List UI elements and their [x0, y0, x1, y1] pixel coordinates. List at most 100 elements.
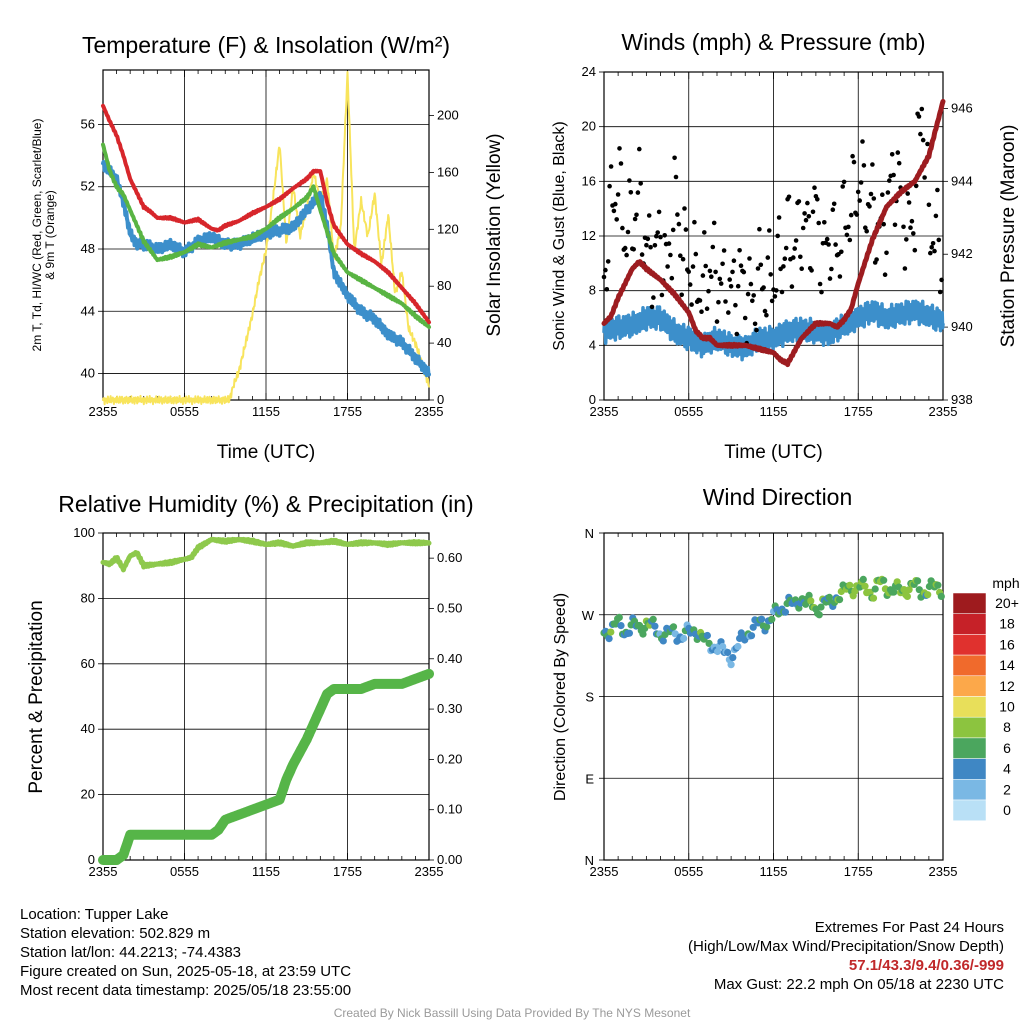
humidity-y-tick-label: 20	[81, 787, 95, 802]
gust-point	[618, 161, 624, 166]
direction-point	[802, 600, 810, 608]
gust-point	[848, 212, 854, 218]
direction-y-axis: N E S W N	[582, 526, 943, 868]
gust-point	[620, 225, 625, 231]
gust-point	[789, 284, 795, 289]
humidity-panel: 2355 0555 1155 1755 23550204060801000.000.10…	[26, 491, 474, 879]
gust-point	[769, 298, 775, 304]
gust-point	[819, 289, 824, 295]
gust-point	[639, 252, 645, 257]
gust-point	[613, 201, 618, 207]
gust-point	[912, 247, 918, 253]
gust-point	[605, 259, 611, 264]
humidity-y-axis-right: 0.00 0.10 0.20 0.30 0.40 0.50 0.60	[429, 550, 462, 867]
direction-point	[749, 623, 757, 631]
gust-point	[844, 232, 850, 238]
colorbar-swatch	[952, 592, 987, 614]
gust-point	[905, 191, 910, 196]
gust-point	[768, 272, 773, 277]
direction-point	[924, 591, 932, 599]
gust-point	[751, 293, 756, 298]
gust-point	[733, 302, 738, 308]
gust-point	[841, 179, 847, 185]
gust-point	[909, 218, 915, 224]
direction-point	[859, 575, 867, 584]
gust-point	[673, 174, 679, 180]
humidity-x-tick-label: 2355	[89, 864, 118, 879]
direction-title: Wind Direction	[703, 484, 853, 510]
gust-point	[645, 236, 651, 242]
humidity-ylabel-left: Percent & Precipitation	[26, 600, 47, 793]
gust-point	[697, 298, 703, 303]
gust-point	[676, 221, 682, 227]
humidity-y2-tick-label: 0.60	[437, 550, 462, 565]
gust-point	[721, 248, 727, 253]
gust-point	[634, 212, 639, 218]
gust-point	[822, 220, 827, 225]
gust-point	[913, 183, 919, 189]
gust-point	[937, 289, 943, 295]
gust-point	[654, 233, 659, 239]
direction-y-tick-label: W	[582, 608, 595, 623]
direction-point	[758, 615, 766, 623]
gust-point	[713, 269, 718, 275]
gust-point	[922, 175, 927, 180]
temperature-y2-tick-label: 0	[437, 392, 444, 407]
temperature-y-tick-label: 52	[81, 179, 95, 194]
gust-point	[928, 250, 933, 256]
humidity-y2-tick-label: 0.30	[437, 701, 462, 716]
gust-point	[702, 230, 707, 235]
direction-point	[669, 623, 678, 631]
gust-point	[683, 227, 689, 232]
humidity-y-tick-label: 100	[73, 525, 95, 540]
direction-point	[680, 634, 688, 643]
humidity-y-tick-label: 40	[81, 721, 95, 736]
location-text: Location: Tupper Lake	[20, 906, 169, 923]
gust-point	[635, 190, 641, 195]
gust-point	[855, 189, 861, 195]
direction-point	[719, 642, 727, 651]
gust-point	[648, 244, 653, 250]
gust-point	[726, 310, 731, 315]
gust-point	[614, 217, 619, 222]
gust-point	[700, 273, 706, 278]
gust-point	[718, 281, 724, 286]
humidity-y2-tick-label: 0.00	[437, 852, 462, 867]
gust-point	[638, 181, 643, 186]
gust-point	[716, 299, 721, 305]
gust-point	[625, 229, 631, 235]
max-gust-text: Max Gust: 22.2 mph On 05/18 at 2230 UTC	[713, 976, 1004, 993]
gust-point	[662, 233, 667, 238]
gust-point	[665, 264, 670, 269]
temperature-x-tick-label: 1155	[252, 404, 280, 419]
gust-point	[858, 180, 864, 185]
gust-point	[741, 269, 747, 275]
gust-point	[693, 251, 699, 257]
figure-created-text: Figure created on Sun, 2025-05-18, at 23…	[20, 963, 352, 980]
direction-point	[649, 615, 657, 623]
gust-point	[812, 185, 817, 190]
temperature-ylabel-line2: & 9m T (Orange)	[43, 190, 57, 280]
gust-point	[735, 283, 741, 289]
gust-point	[816, 220, 821, 226]
direction-point	[729, 654, 737, 662]
colorbar-swatch	[952, 613, 987, 635]
gust-point	[851, 159, 857, 165]
gust-point	[916, 114, 922, 119]
gust-point	[926, 202, 932, 208]
latlon-text: Station lat/lon: 44.2213; -74.4383	[20, 944, 242, 961]
direction-point	[639, 630, 647, 638]
gust-point	[608, 164, 614, 169]
direction-point	[781, 608, 790, 616]
gust-point	[830, 207, 836, 212]
humidity-y2-tick-label: 0.50	[437, 600, 462, 615]
gust-point	[714, 319, 720, 324]
gust-point	[786, 194, 792, 200]
gust-point	[646, 213, 652, 218]
direction-point	[703, 631, 712, 640]
direction-point	[605, 635, 613, 643]
gust-point	[868, 191, 874, 197]
gust-point	[686, 269, 691, 275]
direction-point	[846, 581, 854, 589]
extremes-values: 57.1/43.3/9.4/0.36/-999	[848, 957, 1004, 974]
